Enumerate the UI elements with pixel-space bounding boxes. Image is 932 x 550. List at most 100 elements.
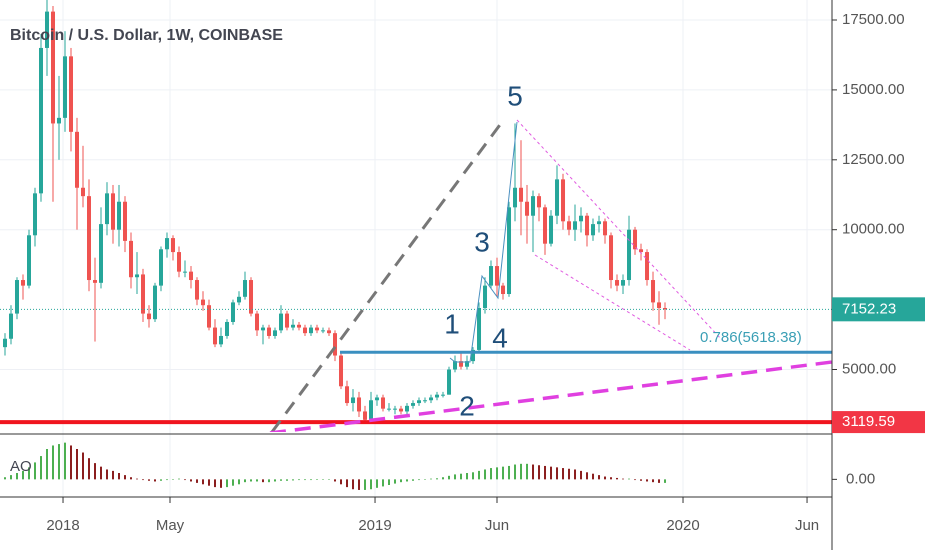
candle-body [279,313,284,331]
ao-bar [442,477,445,480]
candle-body [261,327,266,331]
candle-body [189,271,194,281]
ao-bar [652,479,655,483]
candle-body [38,47,43,194]
candle-body [345,386,350,404]
ao-bar [69,445,72,480]
candle-body [591,224,596,236]
ao-bar [286,479,289,481]
wave-label: 5 [507,80,523,111]
ao-bar [88,458,91,480]
candle-body [447,369,452,395]
ao-bar [27,467,30,480]
x-tick-label: Jun [485,517,509,534]
candle-body [321,330,326,332]
candle-body [639,249,644,253]
candle-body [609,235,614,281]
candle-body [62,56,67,118]
ao-bar [124,475,127,480]
candle-body [513,187,518,208]
candle-body [363,411,368,420]
labels: 17500.00 15000.00 12500.00 10000.00 5000.00 2… [46,11,925,534]
ao-bars [3,442,667,490]
candle-body [501,285,506,295]
candle-body [573,221,578,230]
candle-body [525,201,530,216]
ao-bar [100,466,103,480]
candle-body [627,229,632,281]
ao-bar [460,473,463,480]
ao-bar [580,470,583,480]
candle-body [633,229,638,250]
candle-body [657,302,662,308]
candle-body [68,56,73,132]
candle-body [14,280,19,314]
ao-bar [262,479,265,483]
candle-body [32,193,37,236]
candle-body [333,333,338,356]
channel-top [516,119,723,341]
candle-body [495,266,500,286]
candle-body [603,221,608,236]
y-tick-label: 17500.00 [842,11,905,28]
candle-body [267,327,272,336]
candle-body [123,201,128,241]
ao-bar [634,479,637,481]
ao-bar [346,479,349,488]
ao-bar [640,479,643,481]
candle-body [105,193,110,225]
ao-bar [412,479,415,481]
ao-bar [550,466,553,480]
ao-bar [178,478,181,480]
ao-bar [274,479,277,482]
candle-body [387,408,392,410]
ao-bar [21,470,24,480]
candle-body [147,313,152,320]
candle-body [351,397,356,404]
ao-bar [148,479,151,481]
candle-body [315,327,320,331]
candle-body [459,361,464,367]
support-label: 3119.59 [842,413,895,430]
wave-path [449,121,518,363]
ao-bar [484,469,487,480]
ao-bar [112,470,115,480]
ao-bar [598,475,601,480]
drawings [269,117,832,432]
candle-body [291,324,296,328]
candle-body [8,313,13,339]
ao-bar [358,479,361,490]
ao-bar [106,469,109,480]
candle-body [135,274,140,278]
ao-bar [382,479,385,487]
candle-body [477,307,482,350]
ao-bar [610,477,613,480]
ao-bar [51,445,54,480]
candle-body [645,252,650,281]
ao-bar [298,479,301,481]
ao-bar [15,473,18,480]
ao-bar [220,479,223,488]
candle-body [273,330,278,336]
candle-body [303,327,308,334]
candle-body [393,408,398,410]
ao-bar [478,470,481,480]
ao-bar [172,479,175,480]
ao-bar [568,468,571,480]
candle-body [441,394,446,396]
ao-bar [526,463,529,480]
candle-body [117,201,122,230]
candle-body [417,400,422,404]
candle-body [381,397,386,409]
ao-bar [316,479,319,480]
ao-bar [160,479,163,481]
ao-bar [340,479,343,485]
ao-bar [142,479,145,481]
ao-bar [454,474,457,480]
candle-body [171,238,176,253]
candle-body [237,296,242,303]
candle-body [543,207,548,244]
ao-bar [310,479,313,481]
x-tick-label: 2020 [666,517,699,534]
